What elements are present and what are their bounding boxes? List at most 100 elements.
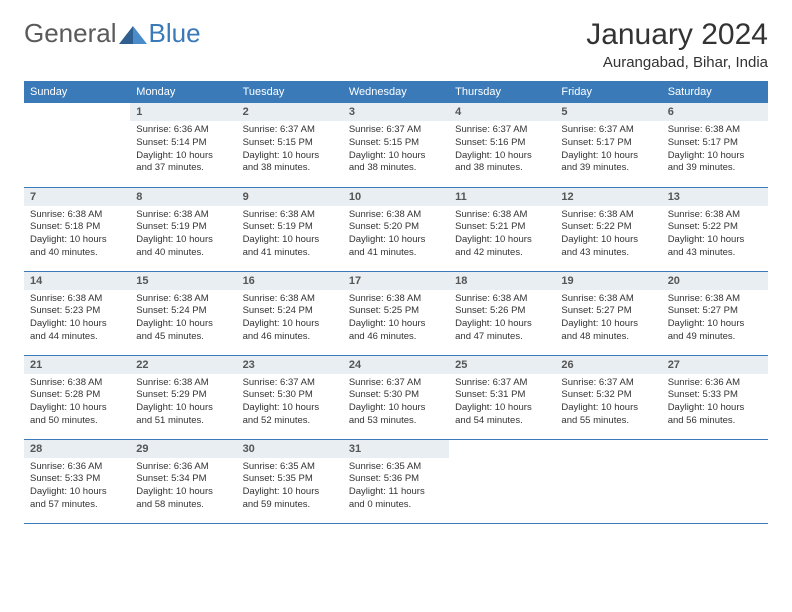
day-details: Sunrise: 6:38 AMSunset: 5:24 PMDaylight:… (130, 290, 236, 350)
daylight-text: Daylight: 10 hours and 58 minutes. (136, 486, 230, 512)
sunrise-text: Sunrise: 6:38 AM (30, 209, 124, 222)
sunrise-text: Sunrise: 6:36 AM (136, 461, 230, 474)
location-label: Aurangabad, Bihar, India (586, 54, 768, 71)
calendar-day-cell: 3Sunrise: 6:37 AMSunset: 5:15 PMDaylight… (343, 103, 449, 187)
sunset-text: Sunset: 5:33 PM (668, 389, 762, 402)
sunrise-text: Sunrise: 6:38 AM (668, 293, 762, 306)
logo-text-blue: Blue (149, 18, 201, 49)
day-number: 24 (343, 356, 449, 374)
day-number: 25 (449, 356, 555, 374)
calendar-day-cell: 6Sunrise: 6:38 AMSunset: 5:17 PMDaylight… (662, 103, 768, 187)
sunset-text: Sunset: 5:19 PM (243, 221, 337, 234)
daylight-text: Daylight: 11 hours and 0 minutes. (349, 486, 443, 512)
daylight-text: Daylight: 10 hours and 49 minutes. (668, 318, 762, 344)
daylight-text: Daylight: 10 hours and 41 minutes. (349, 234, 443, 260)
weekday-header: Friday (555, 81, 661, 103)
day-number: 16 (237, 272, 343, 290)
sunset-text: Sunset: 5:36 PM (349, 473, 443, 486)
sunrise-text: Sunrise: 6:38 AM (136, 377, 230, 390)
day-number: 15 (130, 272, 236, 290)
sunset-text: Sunset: 5:16 PM (455, 137, 549, 150)
daylight-text: Daylight: 10 hours and 48 minutes. (561, 318, 655, 344)
day-details: Sunrise: 6:37 AMSunset: 5:17 PMDaylight:… (555, 121, 661, 181)
logo-text-general: General (24, 18, 117, 49)
sunrise-text: Sunrise: 6:37 AM (561, 124, 655, 137)
day-details: Sunrise: 6:38 AMSunset: 5:18 PMDaylight:… (24, 206, 130, 266)
day-details: Sunrise: 6:38 AMSunset: 5:22 PMDaylight:… (662, 206, 768, 266)
weekday-header: Sunday (24, 81, 130, 103)
day-number: 18 (449, 272, 555, 290)
sunrise-text: Sunrise: 6:37 AM (349, 124, 443, 137)
sunrise-text: Sunrise: 6:38 AM (349, 209, 443, 222)
calendar-day-cell: 25Sunrise: 6:37 AMSunset: 5:31 PMDayligh… (449, 355, 555, 439)
daylight-text: Daylight: 10 hours and 44 minutes. (30, 318, 124, 344)
day-details: Sunrise: 6:38 AMSunset: 5:19 PMDaylight:… (237, 206, 343, 266)
calendar-day-cell: 24Sunrise: 6:37 AMSunset: 5:30 PMDayligh… (343, 355, 449, 439)
day-details: Sunrise: 6:35 AMSunset: 5:35 PMDaylight:… (237, 458, 343, 518)
day-details: Sunrise: 6:37 AMSunset: 5:32 PMDaylight:… (555, 374, 661, 434)
calendar-day-cell: 31Sunrise: 6:35 AMSunset: 5:36 PMDayligh… (343, 439, 449, 523)
day-details: Sunrise: 6:36 AMSunset: 5:34 PMDaylight:… (130, 458, 236, 518)
day-details: Sunrise: 6:37 AMSunset: 5:30 PMDaylight:… (343, 374, 449, 434)
daylight-text: Daylight: 10 hours and 42 minutes. (455, 234, 549, 260)
sunrise-text: Sunrise: 6:37 AM (243, 124, 337, 137)
sunset-text: Sunset: 5:21 PM (455, 221, 549, 234)
day-number: 17 (343, 272, 449, 290)
sunset-text: Sunset: 5:27 PM (668, 305, 762, 318)
sunset-text: Sunset: 5:24 PM (136, 305, 230, 318)
weekday-header: Monday (130, 81, 236, 103)
day-number: 3 (343, 103, 449, 121)
day-number: 19 (555, 272, 661, 290)
sunset-text: Sunset: 5:25 PM (349, 305, 443, 318)
day-number: 21 (24, 356, 130, 374)
day-details: Sunrise: 6:37 AMSunset: 5:30 PMDaylight:… (237, 374, 343, 434)
sunset-text: Sunset: 5:22 PM (561, 221, 655, 234)
sunrise-text: Sunrise: 6:36 AM (668, 377, 762, 390)
daylight-text: Daylight: 10 hours and 47 minutes. (455, 318, 549, 344)
sunset-text: Sunset: 5:26 PM (455, 305, 549, 318)
day-number: 4 (449, 103, 555, 121)
calendar-day-cell: 15Sunrise: 6:38 AMSunset: 5:24 PMDayligh… (130, 271, 236, 355)
day-details: Sunrise: 6:37 AMSunset: 5:16 PMDaylight:… (449, 121, 555, 181)
sunset-text: Sunset: 5:28 PM (30, 389, 124, 402)
day-number: 1 (130, 103, 236, 121)
calendar-week-row: 21 Sunrise: 6:38 AM Sunset: 5:28 PM Dayligh… (24, 355, 768, 439)
sunset-text: Sunset: 5:23 PM (30, 305, 124, 318)
sunset-text: Sunset: 5:30 PM (243, 389, 337, 402)
day-details: Sunrise: 6:36 AMSunset: 5:14 PMDaylight:… (130, 121, 236, 181)
daylight-text: Daylight: 10 hours and 56 minutes. (668, 402, 762, 428)
sunset-text: Sunset: 5:17 PM (668, 137, 762, 150)
day-number: 28 (24, 440, 130, 458)
calendar-day-cell: 14Sunrise: 6:38 AMSunset: 5:23 PMDayligh… (24, 271, 130, 355)
day-details: Sunrise: 6:38 AMSunset: 5:23 PMDaylight:… (24, 290, 130, 350)
calendar-day-cell: 5Sunrise: 6:37 AMSunset: 5:17 PMDaylight… (555, 103, 661, 187)
day-number: 5 (555, 103, 661, 121)
daylight-text: Daylight: 10 hours and 51 minutes. (136, 402, 230, 428)
sunrise-text: Sunrise: 6:37 AM (561, 377, 655, 390)
sunrise-text: Sunrise: 6:38 AM (243, 209, 337, 222)
calendar-week-row: 28Sunrise: 6:36 AMSunset: 5:33 PMDayligh… (24, 439, 768, 523)
sunrise-text: Sunrise: 6:35 AM (243, 461, 337, 474)
sunset-text: Sunset: 5:18 PM (30, 221, 124, 234)
calendar-day-cell: 22Sunrise: 6:38 AMSunset: 5:29 PMDayligh… (130, 355, 236, 439)
daylight-text: Daylight: 10 hours and 39 minutes. (668, 150, 762, 176)
calendar-day-cell: 27 Sunrise: 6:36 AMSunset: 5:33 PMDayligh… (662, 355, 768, 439)
title-block: January 2024 Aurangabad, Bihar, India (586, 18, 768, 71)
day-number: 2 (237, 103, 343, 121)
month-title: January 2024 (586, 18, 768, 52)
sunrise-text: Sunrise: 6:38 AM (30, 293, 124, 306)
sunset-text: Sunset: 5:35 PM (243, 473, 337, 486)
day-details: Sunrise: 6:38 AMSunset: 5:29 PMDaylight:… (130, 374, 236, 434)
day-details: Sunrise: 6:37 AMSunset: 5:15 PMDaylight:… (237, 121, 343, 181)
sunrise-text: Sunrise: 6:37 AM (455, 124, 549, 137)
daylight-text: Daylight: 10 hours and 52 minutes. (243, 402, 337, 428)
day-number: 27 (662, 356, 768, 374)
calendar-day-cell: 4Sunrise: 6:37 AMSunset: 5:16 PMDaylight… (449, 103, 555, 187)
sunrise-text: Sunrise: 6:38 AM (561, 293, 655, 306)
calendar-day-cell (24, 103, 130, 187)
calendar-day-cell: 28Sunrise: 6:36 AMSunset: 5:33 PMDayligh… (24, 439, 130, 523)
calendar-day-cell: 26Sunrise: 6:37 AMSunset: 5:32 PMDayligh… (555, 355, 661, 439)
day-details: Sunrise: 6:38 AMSunset: 5:20 PMDaylight:… (343, 206, 449, 266)
day-number: 11 (449, 188, 555, 206)
day-details: Sunrise: 6:36 AMSunset: 5:33 PMDaylight:… (24, 458, 130, 518)
